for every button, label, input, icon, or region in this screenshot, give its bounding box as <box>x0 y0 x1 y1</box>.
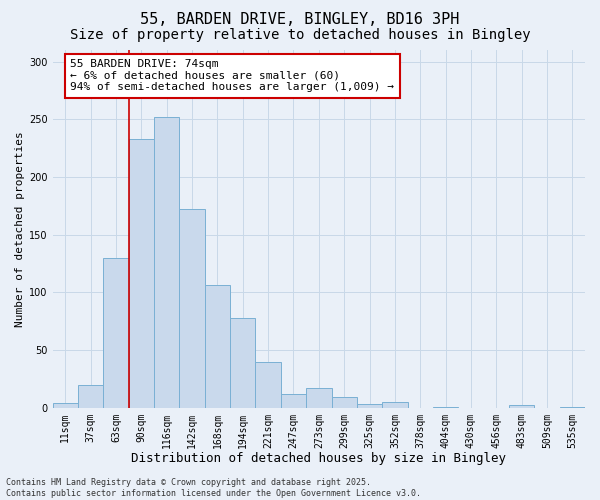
Text: Size of property relative to detached houses in Bingley: Size of property relative to detached ho… <box>70 28 530 42</box>
Bar <box>281 394 306 407</box>
Bar <box>433 406 458 408</box>
Text: Contains HM Land Registry data © Crown copyright and database right 2025.
Contai: Contains HM Land Registry data © Crown c… <box>6 478 421 498</box>
Bar <box>509 406 535 407</box>
Bar <box>78 384 103 407</box>
Bar <box>103 258 129 408</box>
Bar <box>129 139 154 407</box>
Bar <box>154 117 179 408</box>
X-axis label: Distribution of detached houses by size in Bingley: Distribution of detached houses by size … <box>131 452 506 465</box>
Bar <box>306 388 332 407</box>
Bar <box>382 402 407 407</box>
Bar <box>357 404 382 407</box>
Bar <box>53 403 78 407</box>
Y-axis label: Number of detached properties: Number of detached properties <box>15 131 25 326</box>
Text: 55, BARDEN DRIVE, BINGLEY, BD16 3PH: 55, BARDEN DRIVE, BINGLEY, BD16 3PH <box>140 12 460 28</box>
Bar <box>560 406 585 408</box>
Bar <box>179 209 205 408</box>
Bar <box>256 362 281 408</box>
Bar <box>205 286 230 408</box>
Bar <box>332 398 357 407</box>
Bar <box>230 318 256 408</box>
Text: 55 BARDEN DRIVE: 74sqm
← 6% of detached houses are smaller (60)
94% of semi-deta: 55 BARDEN DRIVE: 74sqm ← 6% of detached … <box>70 59 394 92</box>
